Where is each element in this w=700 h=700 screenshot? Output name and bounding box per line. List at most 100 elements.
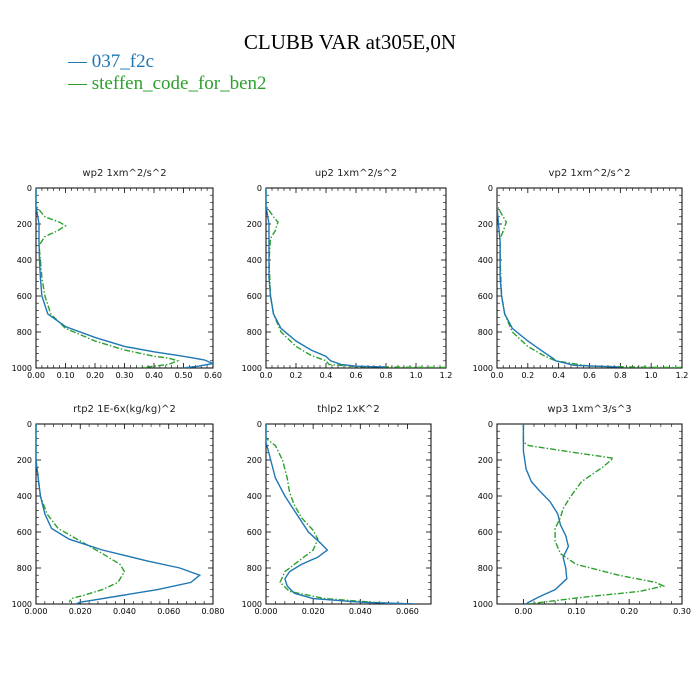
y-tick-label: 800 <box>478 564 493 573</box>
x-tick-label: 0.50 <box>175 371 193 380</box>
y-tick-label: 400 <box>478 256 493 265</box>
legend-entry-037-f2c: — 037_f2c <box>68 51 154 73</box>
y-tick-label: 600 <box>17 292 32 301</box>
y-tick-label: 600 <box>17 528 32 537</box>
plot-frame <box>265 423 432 605</box>
x-tick-label: 1.0 <box>645 371 658 380</box>
y-tick-label: 400 <box>17 492 32 501</box>
x-tick-label: 0.060 <box>157 607 180 616</box>
x-tick-label: 0.6 <box>583 371 596 380</box>
y-tick-label: 200 <box>247 456 262 465</box>
y-tick-label: 0 <box>257 184 262 193</box>
series-line-037-f2c <box>522 424 570 604</box>
y-tick-label: 0 <box>27 420 32 429</box>
series-line-steffen-code <box>36 188 180 368</box>
y-tick-label: 1000 <box>242 600 262 609</box>
series-line-steffen-code <box>266 424 415 604</box>
y-tick-label: 200 <box>478 220 493 229</box>
chart-main-title: CLUBB VAR at305E,0N <box>243 30 457 54</box>
x-tick-label: 0.20 <box>86 371 104 380</box>
series-line-037-f2c <box>266 424 415 604</box>
x-tick-label: 0.30 <box>116 371 134 380</box>
y-tick-label: 1000 <box>12 364 32 373</box>
x-tick-label: 0.060 <box>396 607 419 616</box>
y-tick-label: 0 <box>257 420 262 429</box>
y-tick-label: 600 <box>247 528 262 537</box>
y-tick-label: 200 <box>247 220 262 229</box>
panel-title: thlp2 1xK^2 <box>317 404 380 415</box>
plot-frame <box>265 187 447 369</box>
x-tick-label: 0.2 <box>290 371 303 380</box>
x-tick-label: 0.020 <box>302 607 325 616</box>
x-tick-label: 0.0 <box>491 371 504 380</box>
x-tick-label: 0.20 <box>620 607 638 616</box>
x-tick-label: 0.00 <box>27 371 45 380</box>
x-tick-label: 0.040 <box>349 607 372 616</box>
y-tick-label: 400 <box>17 256 32 265</box>
x-tick-label: 0.020 <box>69 607 92 616</box>
legend-line-symbol: — <box>68 51 92 72</box>
plot-frame <box>496 423 683 605</box>
y-tick-label: 200 <box>17 220 32 229</box>
x-tick-label: 0.8 <box>614 371 627 380</box>
series-line-037-f2c <box>36 424 202 604</box>
legend-line-symbol: — <box>68 73 92 94</box>
plot-frame <box>35 187 214 369</box>
y-tick-label: 800 <box>17 564 32 573</box>
y-tick-label: 800 <box>17 328 32 337</box>
y-tick-label: 0 <box>27 184 32 193</box>
plot-frame <box>35 423 214 605</box>
x-tick-label: 0.4 <box>320 371 333 380</box>
x-tick-label: 0.000 <box>255 607 278 616</box>
x-tick-label: 0.2 <box>521 371 534 380</box>
y-tick-label: 0 <box>488 420 493 429</box>
y-tick-label: 800 <box>247 564 262 573</box>
y-tick-label: 600 <box>478 292 493 301</box>
y-tick-label: 400 <box>247 492 262 501</box>
panel-title: rtp2 1E-6x(kg/kg)^2 <box>73 404 176 415</box>
legend-label: 037_f2c <box>91 51 155 72</box>
series-line-037-f2c <box>36 188 213 368</box>
x-tick-label: 0.40 <box>145 371 163 380</box>
y-tick-label: 1000 <box>473 364 493 373</box>
x-tick-label: 0.4 <box>552 371 565 380</box>
panel-title: up2 1xm^2/s^2 <box>315 168 397 179</box>
y-tick-label: 400 <box>478 492 493 501</box>
plot-frame <box>496 187 683 369</box>
y-tick-label: 1000 <box>12 600 32 609</box>
panel-title: vp2 1xm^2/s^2 <box>549 168 631 179</box>
y-tick-label: 600 <box>478 528 493 537</box>
series-line-steffen-code <box>522 424 666 604</box>
y-tick-label: 800 <box>478 328 493 337</box>
y-tick-label: 1000 <box>473 600 493 609</box>
y-tick-label: 200 <box>17 456 32 465</box>
series-line-037-f2c <box>497 188 621 368</box>
series-line-037-f2c <box>266 188 387 368</box>
panel-6: wp3 1xm^3/s^3 0 200 400 600 800 1000 0.00 0.10 0.… <box>473 404 691 616</box>
x-tick-label: 0.8 <box>380 371 393 380</box>
y-tick-label: 200 <box>478 456 493 465</box>
x-tick-label: 0.040 <box>113 607 136 616</box>
legend-entry-steffen-code: — steffen_code_for_ben2 <box>68 73 267 95</box>
y-tick-label: 400 <box>247 256 262 265</box>
panel-4: rtp2 1E-6x(kg/kg)^2 0 200 400 600 800 10000.00… <box>12 404 225 616</box>
x-tick-label: 1.0 <box>410 371 423 380</box>
x-tick-label: 0.6 <box>350 371 363 380</box>
x-tick-label: 0.080 <box>202 607 225 616</box>
y-tick-label: 0 <box>488 184 493 193</box>
x-tick-label: 0.10 <box>567 607 585 616</box>
panel-title: wp3 1xm^3/s^3 <box>547 404 631 415</box>
y-tick-label: 800 <box>247 328 262 337</box>
x-tick-label: 0.00 <box>515 607 533 616</box>
panel-title: wp2 1xm^2/s^2 <box>82 168 166 179</box>
legend-label: steffen_code_for_ben2 <box>91 73 267 94</box>
y-tick-label: 1000 <box>242 364 262 373</box>
x-tick-label: 1.2 <box>676 371 689 380</box>
series-line-steffen-code <box>266 188 446 368</box>
y-tick-label: 600 <box>247 292 262 301</box>
